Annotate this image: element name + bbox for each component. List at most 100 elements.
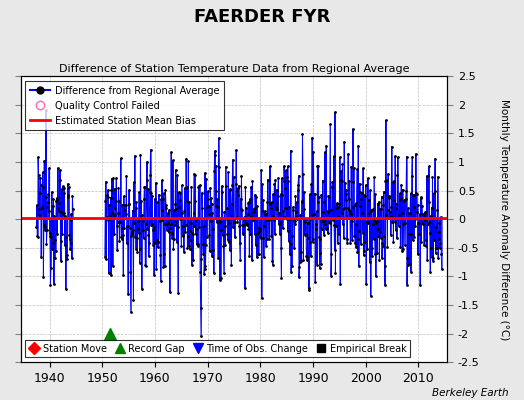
Point xyxy=(196,305,205,311)
Point xyxy=(241,214,249,220)
Point xyxy=(409,237,417,243)
Point xyxy=(288,233,297,240)
Point xyxy=(191,171,199,178)
Point xyxy=(392,200,401,207)
Point xyxy=(132,246,140,252)
Point xyxy=(222,204,231,211)
Point xyxy=(304,234,312,241)
Point xyxy=(299,171,307,177)
Point xyxy=(43,226,51,233)
Point xyxy=(111,205,119,211)
Point xyxy=(430,236,439,243)
Point xyxy=(333,240,342,246)
Point xyxy=(276,191,285,197)
Point xyxy=(391,153,399,159)
Point xyxy=(224,236,232,243)
Point xyxy=(125,200,134,207)
Point xyxy=(390,178,398,184)
Point xyxy=(312,208,321,214)
Point xyxy=(120,224,128,231)
Point xyxy=(35,172,43,178)
Point xyxy=(274,175,282,182)
Point xyxy=(194,183,203,190)
Point xyxy=(59,211,68,217)
Point xyxy=(318,217,326,224)
Point xyxy=(319,178,327,184)
Point xyxy=(432,224,440,230)
Point xyxy=(206,185,214,191)
Point xyxy=(221,242,230,249)
Point xyxy=(354,142,363,149)
Point xyxy=(128,208,137,214)
Point xyxy=(394,154,402,160)
Point xyxy=(148,227,157,233)
Point xyxy=(389,238,398,245)
Point xyxy=(157,196,165,202)
Point xyxy=(111,186,119,192)
Point xyxy=(134,226,143,232)
Point xyxy=(287,147,295,154)
Point xyxy=(363,245,371,252)
Point xyxy=(176,215,184,222)
Point xyxy=(428,174,436,180)
Point xyxy=(307,252,315,259)
Point xyxy=(405,231,413,238)
Point xyxy=(154,244,162,251)
Point xyxy=(392,227,400,234)
Point xyxy=(168,230,176,236)
Point xyxy=(385,193,394,200)
Point xyxy=(438,266,446,272)
Point xyxy=(155,191,163,198)
Point xyxy=(155,214,163,221)
Point xyxy=(151,180,160,186)
Point xyxy=(215,164,223,170)
Point xyxy=(257,167,265,174)
Point xyxy=(281,167,290,174)
Point xyxy=(35,212,43,218)
Point xyxy=(185,246,194,252)
Point xyxy=(54,200,63,206)
Point xyxy=(153,237,161,243)
Point xyxy=(388,219,397,226)
Point xyxy=(263,236,271,242)
Point xyxy=(424,173,432,180)
Point xyxy=(172,219,180,226)
Point xyxy=(260,208,269,215)
Point xyxy=(293,186,302,193)
Point xyxy=(329,216,337,222)
Point xyxy=(288,262,296,269)
Point xyxy=(254,230,262,236)
Point xyxy=(384,195,392,201)
Point xyxy=(328,179,336,186)
Point xyxy=(157,278,165,284)
Point xyxy=(414,231,423,237)
Point xyxy=(37,182,45,188)
Point xyxy=(363,218,371,225)
Point xyxy=(303,256,311,263)
Point xyxy=(204,211,213,217)
Point xyxy=(341,196,350,203)
Point xyxy=(371,191,379,198)
Point xyxy=(244,226,253,232)
Point xyxy=(227,214,235,221)
Point xyxy=(246,213,255,220)
Point xyxy=(228,182,236,188)
Point xyxy=(180,249,188,255)
Point xyxy=(58,231,67,237)
Point xyxy=(315,265,324,272)
Point xyxy=(351,202,359,208)
Point xyxy=(256,234,264,240)
Point xyxy=(390,196,398,203)
Point xyxy=(237,206,245,212)
Point xyxy=(113,247,122,254)
Point xyxy=(263,210,271,217)
Point xyxy=(285,204,293,210)
Point xyxy=(300,189,308,196)
Point xyxy=(198,205,206,212)
Point xyxy=(45,165,53,171)
Point xyxy=(414,220,422,226)
Point xyxy=(143,158,151,165)
Point xyxy=(360,192,368,198)
Point xyxy=(187,184,195,190)
Point xyxy=(376,206,384,212)
